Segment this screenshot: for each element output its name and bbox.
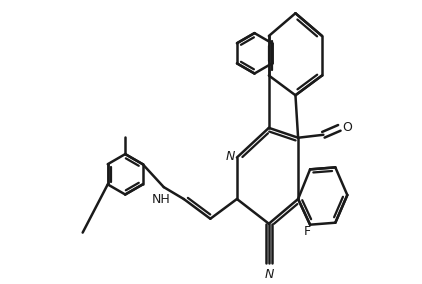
Text: O: O	[342, 121, 352, 134]
Text: N: N	[225, 150, 235, 163]
Text: F: F	[304, 225, 311, 238]
Text: NH: NH	[151, 193, 170, 206]
Text: N: N	[264, 268, 273, 281]
